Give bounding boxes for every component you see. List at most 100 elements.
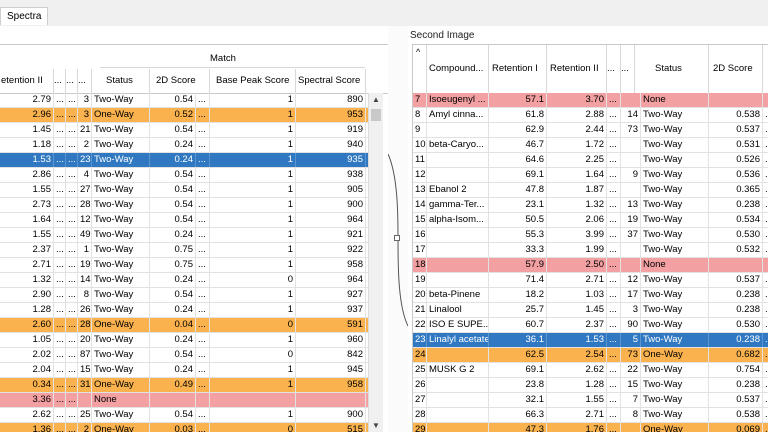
col-header-collapsed-1[interactable]: ... xyxy=(54,69,66,93)
col-header-retention-ii[interactable]: Retention II xyxy=(547,45,607,93)
match-table-row[interactable]: 1.28...... 26 Two-Way 0.24... 1 937 xyxy=(0,303,368,318)
second-image-table-row[interactable]: 23 Linalyl acetate 36.1 1.53... 5 Two-Way 0.23… xyxy=(413,333,768,348)
col-header-collapsed-3[interactable]: ... xyxy=(78,69,92,93)
match-table-row[interactable]: 1.53...... 23 Two-Way 0.24... 1 935 xyxy=(0,153,368,168)
col-header-status[interactable]: Status xyxy=(635,45,709,93)
second-image-table-row[interactable]: 15 alpha-Isom... 50.5 2.06... 19 Two-Way 0.534… xyxy=(413,213,768,228)
match-table-row[interactable]: 2.79...... 3 Two-Way 0.54... 1 890 xyxy=(0,93,368,108)
col-header-status[interactable]: Status xyxy=(92,69,150,93)
col-header-extra[interactable] xyxy=(763,45,768,93)
match-group-underline xyxy=(100,67,365,68)
cell-spectral: 964 xyxy=(296,273,366,287)
match-table-row[interactable]: 1.18...... 2 Two-Way 0.24... 1 940 xyxy=(0,138,368,153)
splitter-handle[interactable] xyxy=(394,235,400,241)
second-image-table-row[interactable]: 18 57.9 2.50... None xyxy=(413,258,768,273)
cell-ret2: 2.06 xyxy=(547,213,607,227)
second-image-table-row[interactable]: 22 ISO E SUPE... 60.7 2.37... 90 Two-Way 0.530… xyxy=(413,318,768,333)
match-table-row[interactable]: 2.02...... 87 Two-Way 0.54... 0 842 xyxy=(0,348,368,363)
match-table-row[interactable]: 2.86...... 4 Two-Way 0.54... 1 938 xyxy=(0,168,368,183)
cell-status: One-Way xyxy=(92,318,150,332)
cell-c1: ... xyxy=(54,138,66,152)
cell-status: Two-Way xyxy=(641,408,709,422)
match-table-row[interactable]: 2.90...... 8 Two-Way 0.54... 1 927 xyxy=(0,288,368,303)
match-table-row[interactable]: 2.60...... 28 One-Way 0.04... 0 591 xyxy=(0,318,368,333)
second-image-table-row[interactable]: 14 gamma-Ter... 23.1 1.32... 13 Two-Way 0.238.… xyxy=(413,198,768,213)
cell-ret2: 1.18 xyxy=(0,138,54,152)
col-header-retention-i[interactable]: Retention I xyxy=(489,45,547,93)
match-table-row[interactable]: 2.04...... 15 Two-Way 0.24... 1 945 xyxy=(0,363,368,378)
col-header-base-peak-score[interactable]: Base Peak Score xyxy=(210,69,296,93)
cell-name xyxy=(427,423,489,432)
cell-ret2: 1.05 xyxy=(0,333,54,347)
cell-score2d: 0.75 xyxy=(150,243,196,257)
col-header-collapsed-a[interactable]: ... xyxy=(607,45,621,93)
match-table-row[interactable]: 3.36...... None xyxy=(0,393,368,408)
scroll-down-arrow-icon[interactable]: ▼ xyxy=(372,421,380,430)
second-image-table-row[interactable]: 7 Isoeugenyl ... 57.1 3.70... None xyxy=(413,93,768,108)
match-table-row[interactable]: 2.37...... 1 Two-Way 0.75... 1 922 xyxy=(0,243,368,258)
col-header-compound[interactable]: Compound... xyxy=(427,45,489,93)
match-table-row[interactable]: 2.71...... 19 Two-Way 0.75... 1 958 xyxy=(0,258,368,273)
match-table-row[interactable]: 1.36...... 2 One-Way 0.03... 0 515 xyxy=(0,423,368,432)
col-header-retention-ii[interactable]: etention II xyxy=(0,69,54,93)
match-table-row[interactable]: 2.62...... 25 Two-Way 0.54... 1 900 xyxy=(0,408,368,423)
cell-dots: ... xyxy=(196,93,210,107)
cell-name xyxy=(427,228,489,242)
match-table-scrollbar[interactable]: ▲ ▼ xyxy=(368,93,383,432)
col-header-spectral-score[interactable]: Spectral Score xyxy=(296,69,366,93)
cell-c2: ... xyxy=(66,378,78,392)
col-header-id[interactable]: ^ xyxy=(413,45,427,93)
tab-spectra[interactable]: Spectra xyxy=(0,7,49,25)
match-table-row[interactable]: 1.32...... 14 Two-Way 0.24... 0 964 xyxy=(0,273,368,288)
match-table-row[interactable]: 1.55...... 49 Two-Way 0.24... 1 921 xyxy=(0,228,368,243)
cell-spectral: 842 xyxy=(296,348,366,362)
cell-n: 49 xyxy=(80,228,92,242)
cell-c3 xyxy=(763,93,768,107)
cell-bp: 1 xyxy=(210,363,296,377)
cell-score2d: 0.75 xyxy=(150,258,196,272)
cell-n: 9 xyxy=(621,168,641,182)
cell-n xyxy=(621,258,641,272)
scrollbar-thumb[interactable] xyxy=(371,109,381,121)
match-table-row[interactable]: 1.45...... 21 Two-Way 0.54... 1 919 xyxy=(0,123,368,138)
cell-n: 15 xyxy=(80,363,92,377)
match-table-body: 2.79...... 3 Two-Way 0.54... 1 890 2.96...... 3… xyxy=(0,93,368,432)
match-table-row[interactable]: 1.55...... 27 Two-Way 0.54... 1 905 xyxy=(0,183,368,198)
cell-c3: ... xyxy=(763,408,768,422)
match-table-row[interactable]: 1.64...... 12 Two-Way 0.54... 1 964 xyxy=(0,213,368,228)
col-header-collapsed-b[interactable]: ... xyxy=(621,45,635,93)
cell-c3: ... xyxy=(763,198,768,212)
match-table-row[interactable]: 2.96...... 3 One-Way 0.52... 1 953 xyxy=(0,108,368,123)
scroll-up-arrow-icon[interactable]: ▲ xyxy=(372,95,380,104)
cell-c3: ... xyxy=(763,108,768,122)
cell-status: Two-Way xyxy=(92,258,150,272)
col-header-2d-score[interactable]: 2D Score xyxy=(150,69,210,93)
second-image-table-row[interactable]: 20beta-Pinene18.21.03...17Two-Way0.238..… xyxy=(413,288,768,303)
match-table-row[interactable]: 0.34...... 31 One-Way 0.49... 1 958 xyxy=(0,378,368,393)
col-header-2d-score[interactable]: 2D Score xyxy=(709,45,763,93)
cell-status: Two-Way xyxy=(92,243,150,257)
cell-c2: ... xyxy=(66,138,78,152)
cell-c1: ... xyxy=(607,168,621,182)
pane-splitter[interactable] xyxy=(388,26,408,432)
second-image-table-row[interactable]: 8 Amyl cinna... 61.8 2.88... 14 Two-Way 0.538.… xyxy=(413,108,768,123)
match-table-row[interactable]: 2.73...... 28 Two-Way 0.54... 1 900 xyxy=(0,198,368,213)
col-header-collapsed-2[interactable]: ... xyxy=(66,69,78,93)
match-table-row[interactable]: 1.05...... 20 Two-Way 0.24... 1 960 xyxy=(0,333,368,348)
cell-dots: ... xyxy=(196,108,210,122)
